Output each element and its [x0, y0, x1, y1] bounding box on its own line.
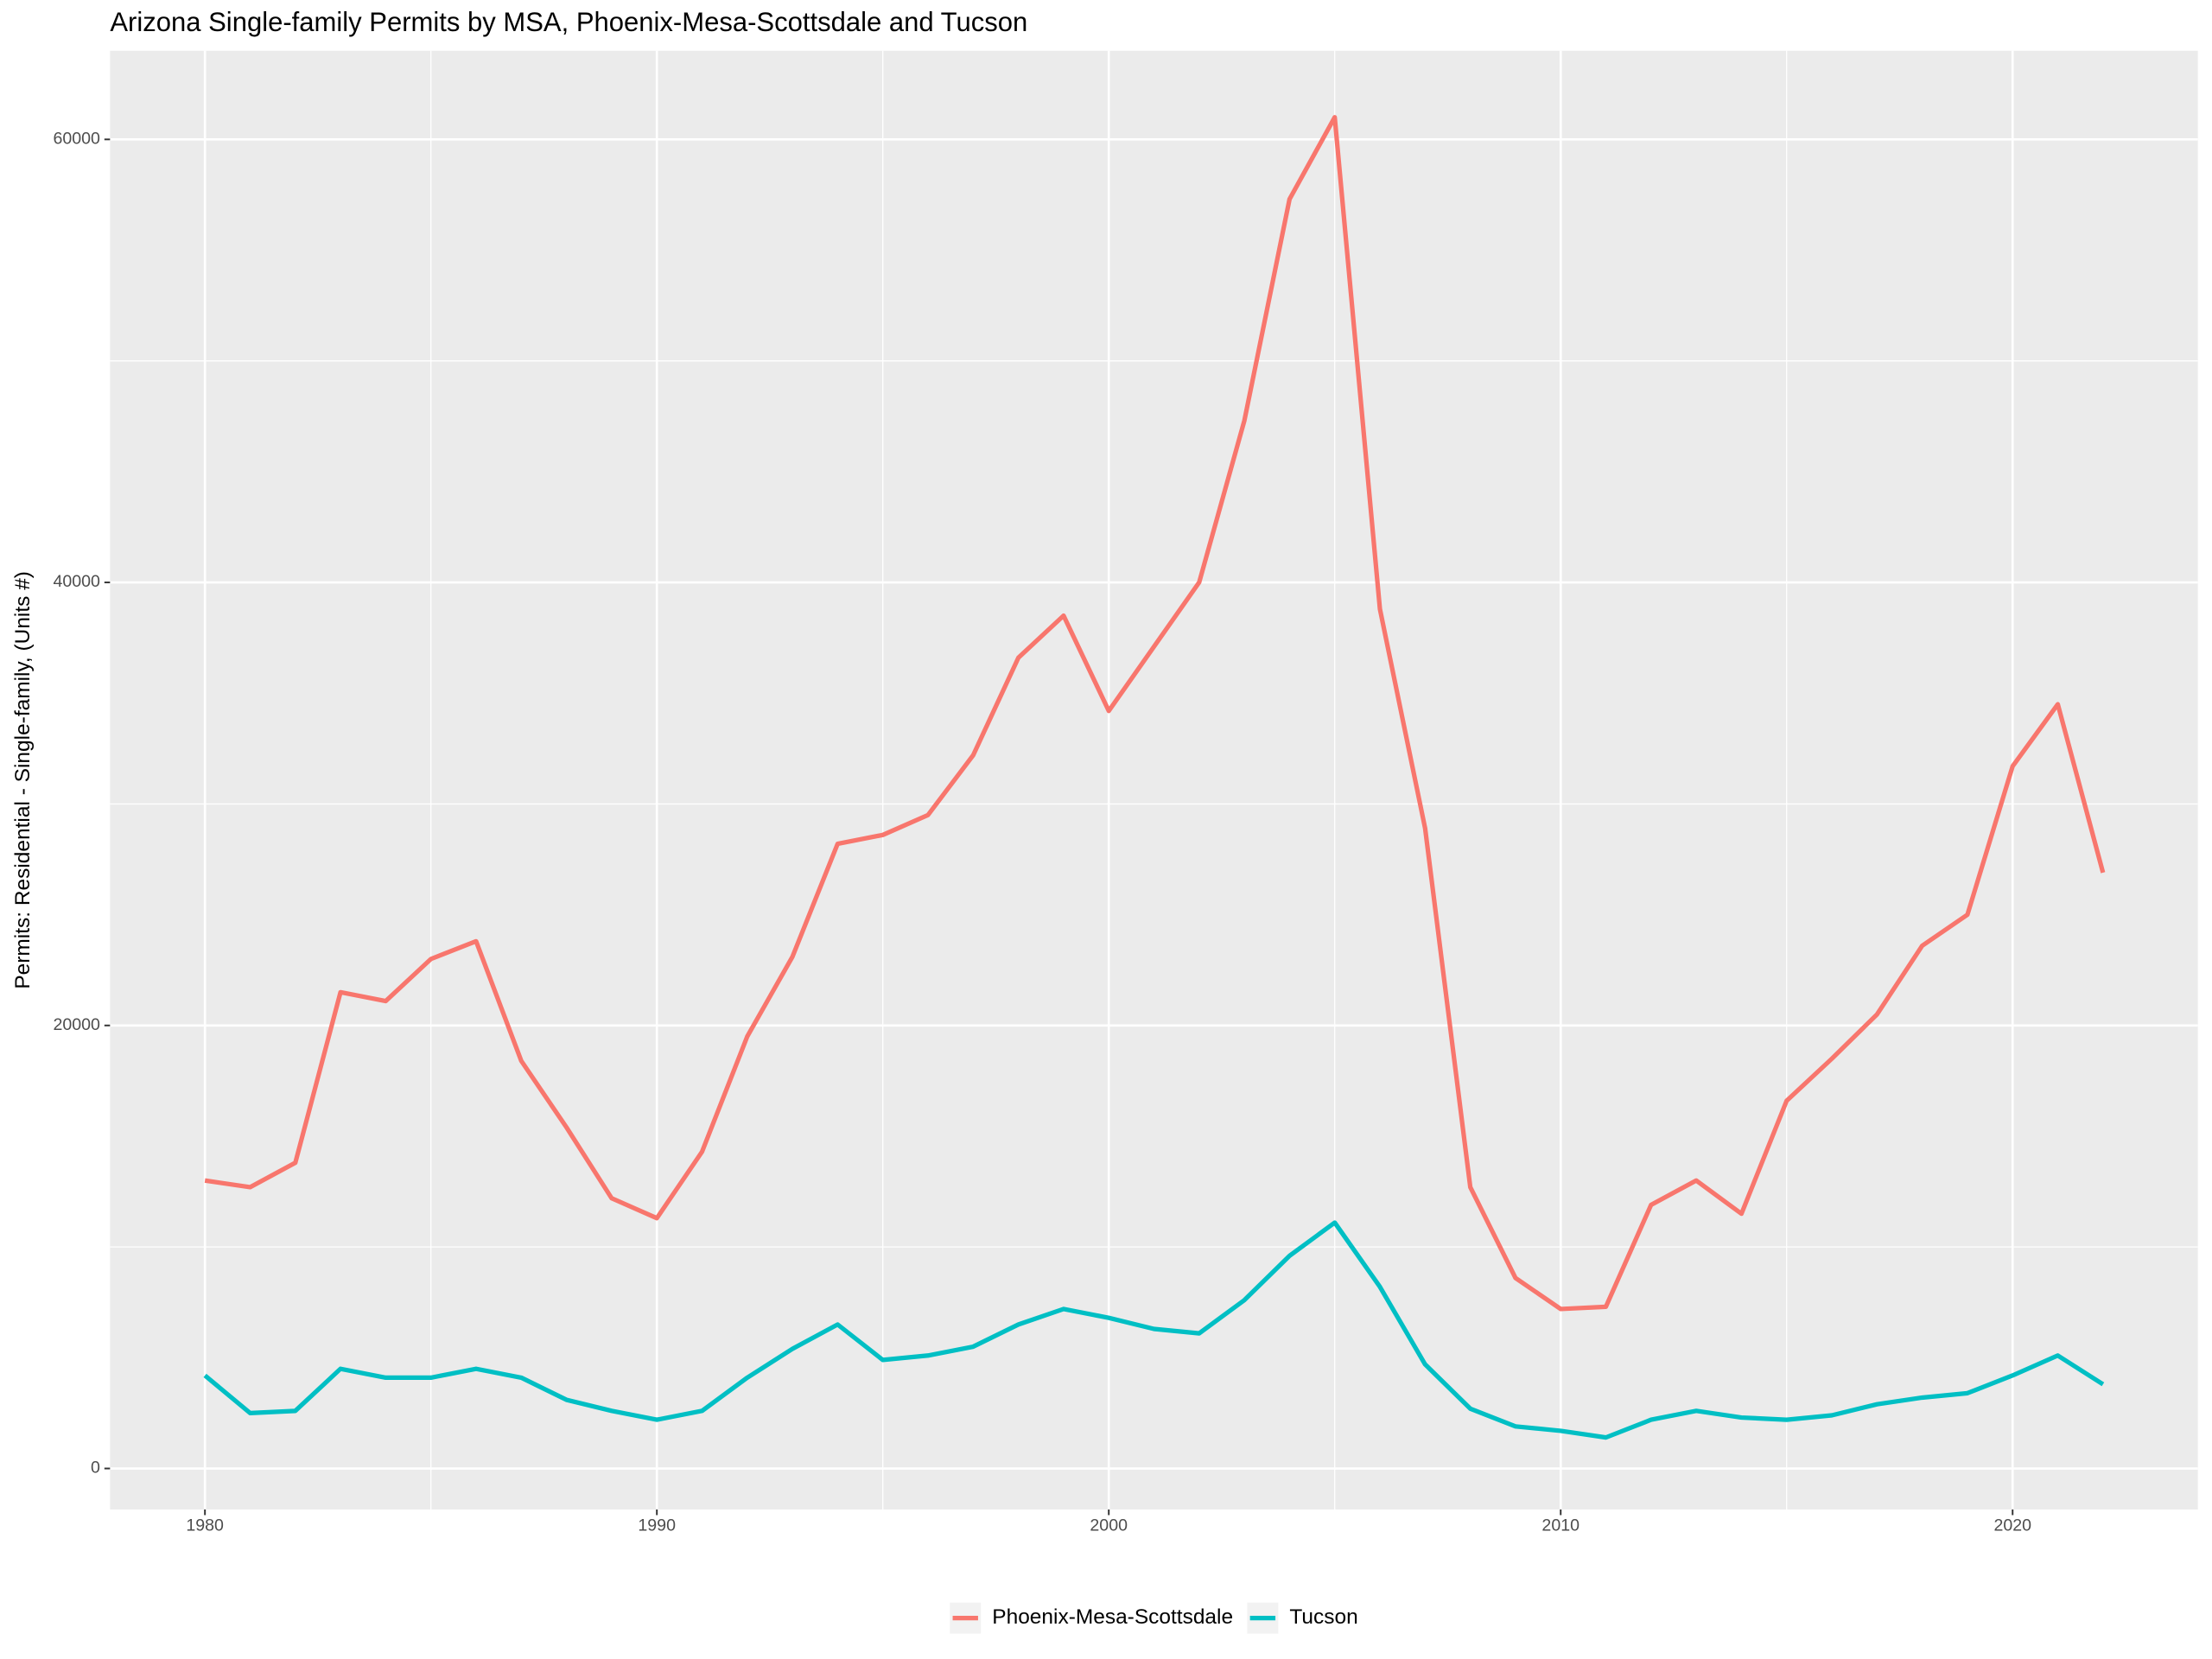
legend-label: Phoenix-Mesa-Scottsdale [992, 1605, 1233, 1629]
y-tick-label: 0 [91, 1459, 100, 1478]
data-line [204, 115, 2106, 1312]
y-tick-label: 20000 [53, 1015, 100, 1034]
x-tick-label: 2010 [1541, 1516, 1580, 1535]
x-tick-label: 1990 [638, 1516, 676, 1535]
y-tick-label: 60000 [53, 129, 100, 148]
y-axis-label: Permits: Residential - Single-family, (U… [11, 571, 35, 989]
plot-panel [110, 50, 2198, 1510]
chart-title: Arizona Single-family Permits by MSA, Ph… [110, 7, 1027, 37]
y-tick-label: 40000 [53, 572, 100, 591]
x-tick-label: 2000 [1090, 1516, 1128, 1535]
x-tick-label: 2020 [1993, 1516, 2031, 1535]
x-tick-label: 1980 [186, 1516, 224, 1535]
data-line [203, 1220, 2105, 1440]
legend-label: Tucson [1289, 1605, 1357, 1629]
